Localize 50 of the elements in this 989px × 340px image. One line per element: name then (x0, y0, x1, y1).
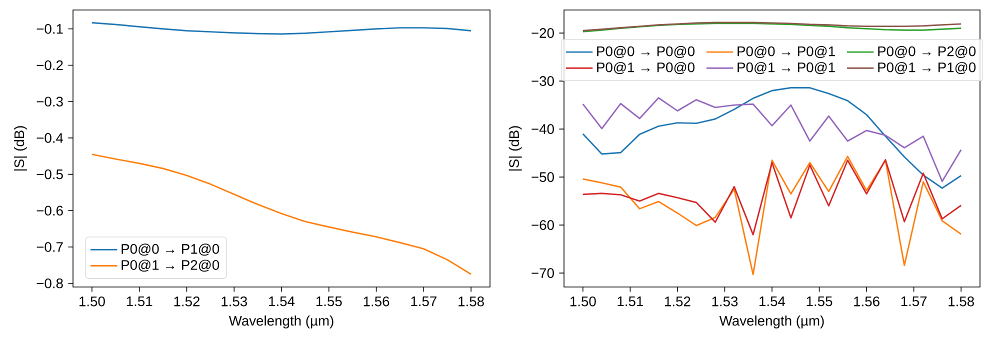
x-tick-label: 1.55 (316, 296, 342, 306)
x-tick-label: 1.53 (222, 296, 248, 306)
legend-label: P0@1 → P2@0 (122, 260, 220, 272)
legend-label: P0@0 → P2@0 (878, 46, 976, 58)
y-tick-label: −50 (532, 172, 554, 182)
y-tick-label: −60 (532, 220, 554, 230)
line-series (91, 22, 472, 35)
y-tick-label: −20 (532, 28, 554, 38)
y-tick-label: −70 (532, 268, 554, 278)
x-tick-label: 1.50 (570, 296, 596, 306)
x-tick-label: 1.51 (618, 296, 643, 306)
legend-label: P0@1 → P0@1 (738, 62, 835, 74)
x-tick-label: 1.53 (712, 296, 738, 306)
y-axis-title: |S| (dB) (508, 126, 522, 171)
y-tick-label: −0.3 (36, 96, 63, 106)
legend-label: P0@1 → P0@0 (597, 62, 695, 74)
x-tick-label: 1.56 (364, 296, 390, 306)
x-tick-label: 1.57 (411, 296, 436, 306)
x-axis-title: Wavelength (µm) (228, 315, 334, 328)
y-axis-title: |S| (dB) (14, 126, 27, 171)
x-tick-label: 1.55 (806, 296, 832, 306)
y-tick-label: −0.7 (36, 242, 63, 252)
x-tick-label: 1.52 (174, 296, 200, 306)
y-tick-label: −0.4 (36, 133, 64, 143)
y-tick-label: −40 (532, 124, 554, 134)
x-tick-label: 1.52 (665, 296, 690, 306)
y-tick-label: −0.8 (36, 278, 63, 288)
y-tick-label: −30 (532, 76, 554, 86)
legend-label: P0@0 → P0@0 (597, 46, 695, 58)
line-series (582, 97, 962, 182)
legend-label: P0@1 → P1@0 (878, 62, 976, 74)
line-series (91, 154, 472, 276)
line-series (582, 87, 962, 189)
legend-label: P0@0 → P0@1 (738, 46, 835, 58)
x-tick-label: 1.58 (948, 296, 974, 306)
legend-label: P0@0 → P1@0 (122, 244, 220, 256)
x-tick-label: 1.50 (80, 296, 105, 306)
x-tick-label: 1.58 (458, 296, 484, 306)
y-tick-label: −0.6 (36, 206, 63, 216)
line-series (582, 159, 962, 236)
x-tick-label: 1.54 (269, 296, 295, 306)
line-series (582, 156, 962, 276)
x-tick-label: 1.57 (901, 296, 927, 306)
x-tick-label: 1.56 (854, 296, 880, 306)
x-axis-title: Wavelength (µm) (719, 315, 824, 328)
x-tick-label: 1.54 (760, 296, 786, 306)
y-tick-label: −0.5 (36, 169, 63, 180)
y-tick-label: −0.1 (36, 24, 63, 34)
y-tick-label: −0.2 (36, 60, 63, 70)
x-tick-label: 1.51 (126, 296, 152, 306)
